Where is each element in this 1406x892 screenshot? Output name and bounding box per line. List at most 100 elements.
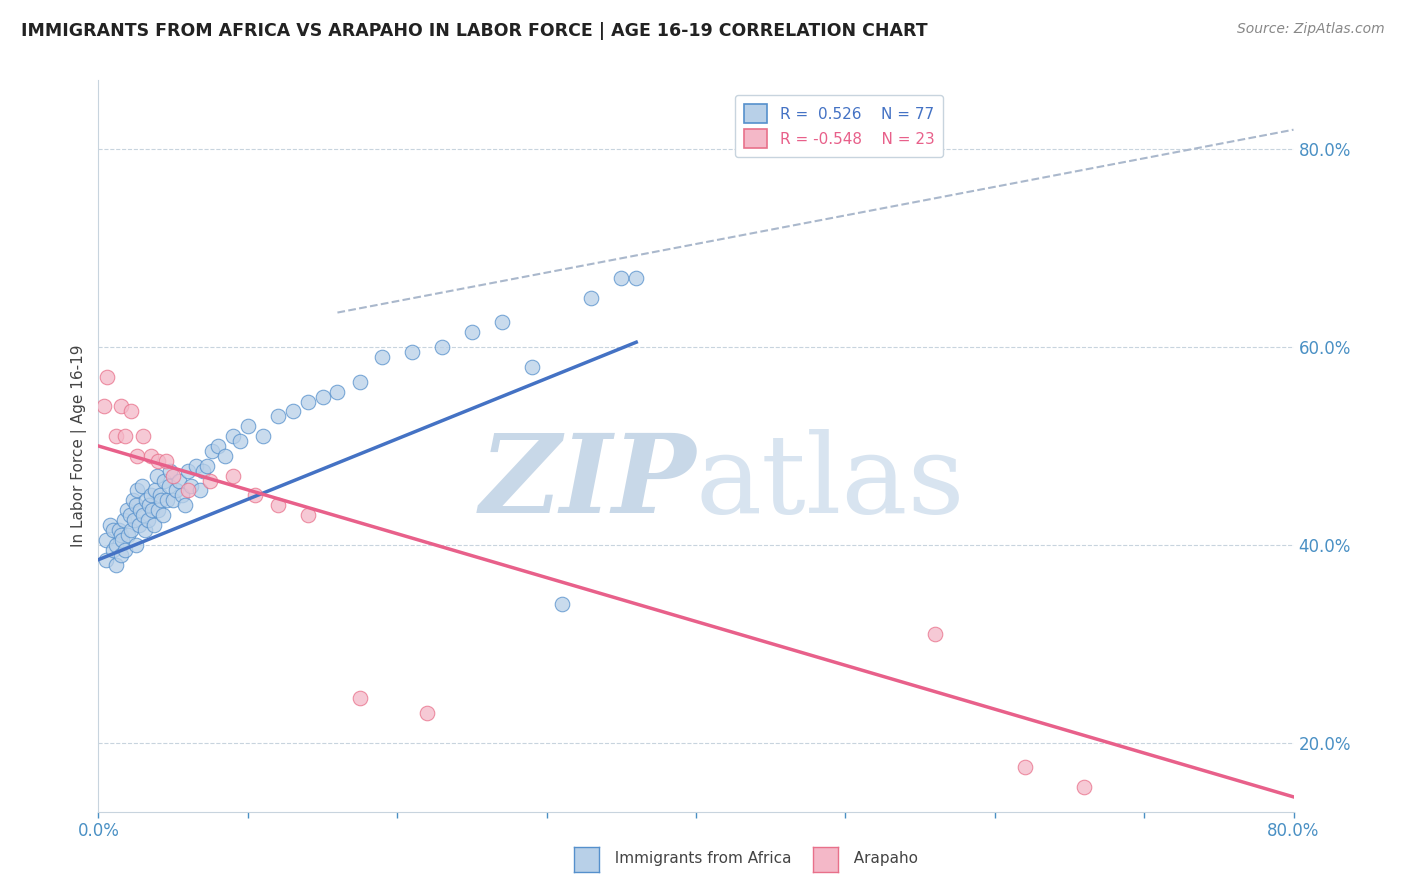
Point — [267, 409, 290, 424]
Point — [112, 513, 135, 527]
Point — [267, 498, 290, 512]
Point — [214, 449, 236, 463]
Point — [124, 513, 146, 527]
Point — [135, 493, 157, 508]
Text: Source: ZipAtlas.com: Source: ZipAtlas.com — [1237, 22, 1385, 37]
Text: Immigrants from Africa: Immigrants from Africa — [605, 851, 792, 865]
Point — [197, 458, 219, 473]
Point — [326, 384, 349, 399]
Point — [222, 468, 245, 483]
Point — [191, 464, 214, 478]
Point — [491, 315, 513, 329]
Point — [120, 404, 142, 418]
Point — [371, 350, 394, 364]
Point — [207, 439, 229, 453]
Point — [145, 468, 167, 483]
Point — [252, 429, 274, 443]
Point — [1073, 780, 1095, 794]
Text: IMMIGRANTS FROM AFRICA VS ARAPAHO IN LABOR FORCE | AGE 16-19 CORRELATION CHART: IMMIGRANTS FROM AFRICA VS ARAPAHO IN LAB… — [21, 22, 928, 40]
Point — [114, 429, 136, 443]
Point — [143, 483, 166, 498]
Point — [142, 518, 165, 533]
Point — [115, 503, 138, 517]
Point — [430, 340, 453, 354]
Point — [610, 271, 633, 285]
Point — [177, 483, 200, 498]
Point — [105, 429, 128, 443]
Point — [165, 483, 187, 498]
Point — [174, 498, 197, 512]
Point — [401, 345, 423, 359]
Point — [110, 400, 132, 414]
Point — [461, 326, 484, 340]
Point — [111, 533, 134, 547]
Point — [157, 478, 180, 492]
Point — [121, 493, 143, 508]
Point — [103, 542, 125, 557]
Point — [132, 508, 155, 523]
Point — [118, 508, 141, 523]
Point — [134, 523, 156, 537]
Point — [149, 488, 172, 502]
Point — [120, 523, 142, 537]
Point — [162, 493, 184, 508]
Point — [127, 449, 149, 463]
Y-axis label: In Labor Force | Age 16-19: In Labor Force | Age 16-19 — [72, 344, 87, 548]
Point — [127, 483, 149, 498]
Point — [184, 458, 207, 473]
Point — [110, 548, 132, 562]
Point — [159, 464, 181, 478]
Point — [177, 464, 200, 478]
Point — [138, 498, 160, 512]
Point — [626, 271, 648, 285]
Point — [148, 454, 170, 468]
Point — [108, 523, 131, 537]
Point — [128, 518, 150, 533]
Point — [152, 508, 174, 523]
Point — [117, 528, 139, 542]
Point — [297, 508, 319, 523]
Point — [141, 503, 163, 517]
Point — [297, 394, 319, 409]
Point — [201, 444, 224, 458]
Point — [132, 429, 155, 443]
Point — [924, 627, 946, 641]
Point — [162, 468, 184, 483]
Text: atlas: atlas — [696, 429, 966, 536]
Point — [156, 493, 179, 508]
Point — [520, 359, 543, 374]
Point — [349, 375, 371, 389]
Point — [153, 474, 176, 488]
Point — [167, 474, 190, 488]
Point — [139, 488, 162, 502]
Point — [172, 488, 194, 502]
Point — [188, 483, 211, 498]
Point — [281, 404, 304, 418]
Point — [349, 691, 371, 706]
Point — [311, 390, 333, 404]
Text: ZIP: ZIP — [479, 429, 696, 536]
Point — [200, 474, 222, 488]
Point — [550, 597, 572, 611]
Point — [131, 478, 153, 492]
Point — [229, 434, 252, 448]
Point — [103, 523, 125, 537]
Point — [98, 518, 122, 533]
Legend: R =  0.526    N = 77, R = -0.548    N = 23: R = 0.526 N = 77, R = -0.548 N = 23 — [735, 95, 943, 157]
Point — [93, 400, 115, 414]
Point — [1014, 760, 1036, 774]
Point — [94, 552, 117, 566]
Point — [139, 449, 162, 463]
Point — [110, 528, 132, 542]
Point — [155, 454, 177, 468]
Point — [416, 706, 439, 720]
Point — [236, 419, 259, 434]
Point — [129, 503, 152, 517]
Point — [136, 513, 159, 527]
Point — [222, 429, 245, 443]
Point — [245, 488, 267, 502]
Point — [96, 369, 118, 384]
Point — [150, 493, 173, 508]
Point — [114, 542, 136, 557]
Point — [105, 558, 128, 572]
